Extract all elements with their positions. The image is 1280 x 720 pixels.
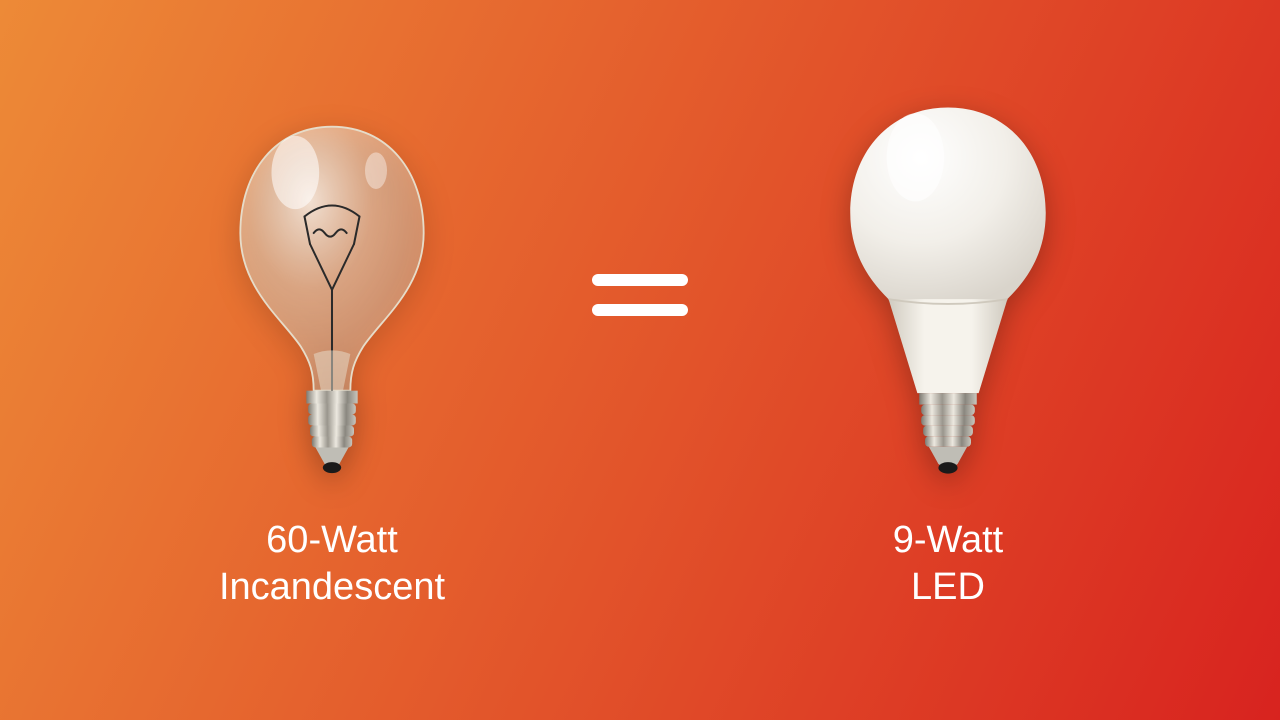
left-caption: 60-Watt Incandescent [219,517,445,612]
infographic-stage: 60-Watt Incandescent [0,0,1280,720]
incandescent-bulb-icon [212,89,452,489]
left-column: 60-Watt Incandescent [152,89,512,612]
comparison-row: 60-Watt Incandescent [152,89,1128,612]
equals-bar-bottom [592,304,688,316]
equals-icon [592,274,688,316]
right-caption: 9-Watt LED [893,517,1004,612]
equals-bar-top [592,274,688,286]
led-bulb-icon [828,89,1068,489]
right-column: 9-Watt LED [768,89,1128,612]
